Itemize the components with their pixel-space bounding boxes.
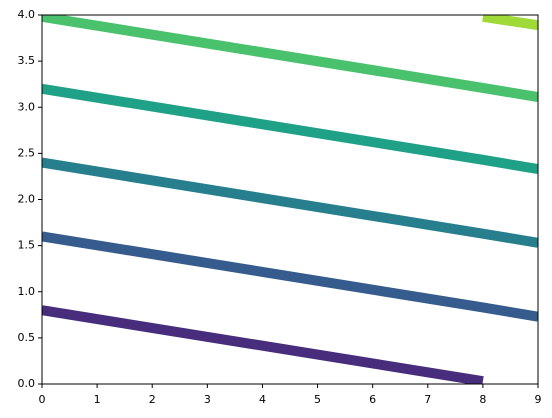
plot-area — [42, 15, 538, 384]
y-tick-label: 2.0 — [18, 193, 36, 206]
y-tick-label: 3.5 — [18, 54, 36, 67]
x-tick-label: 3 — [204, 393, 211, 406]
x-tick-label: 6 — [369, 393, 376, 406]
line — [42, 231, 538, 322]
line — [482, 15, 538, 31]
x-tick-label: 8 — [479, 393, 486, 406]
x-tick-label: 2 — [149, 393, 156, 406]
y-tick-label: 1.0 — [18, 285, 36, 298]
line — [42, 15, 538, 103]
line — [42, 157, 538, 248]
y-tick-label: 3.0 — [18, 100, 36, 113]
y-tick-label: 2.5 — [18, 146, 36, 159]
y-tick-label: 0.5 — [18, 331, 36, 344]
x-tick-label: 1 — [94, 393, 101, 406]
y-tick-label: 0.0 — [18, 377, 36, 390]
y-tick-label: 1.5 — [18, 239, 36, 252]
x-tick-label: 7 — [424, 393, 431, 406]
x-tick-label: 0 — [39, 393, 46, 406]
y-tick-label: 4.0 — [18, 8, 36, 21]
x-tick-label: 4 — [259, 393, 266, 406]
line — [42, 305, 484, 384]
line — [42, 83, 538, 174]
x-tick-label: 9 — [535, 393, 542, 406]
x-tick-label: 5 — [314, 393, 321, 406]
